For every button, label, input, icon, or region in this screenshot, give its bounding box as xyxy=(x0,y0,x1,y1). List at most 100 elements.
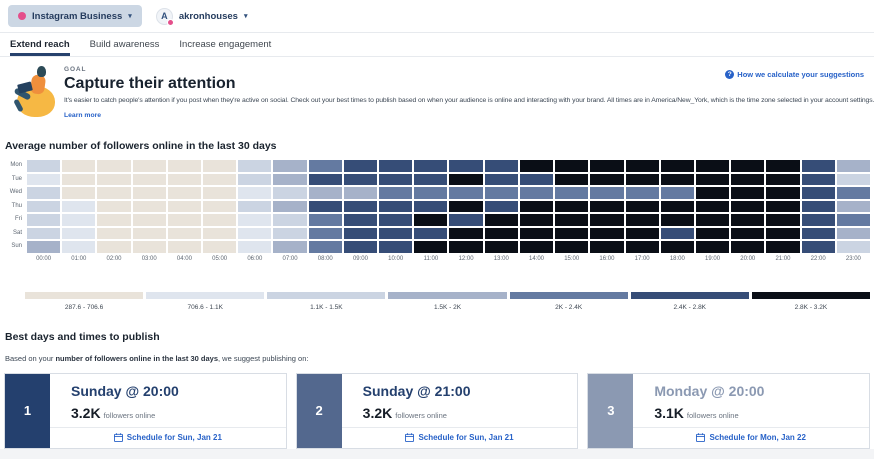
heatmap-cell[interactable] xyxy=(132,173,166,185)
heatmap-cell[interactable] xyxy=(167,173,202,185)
heatmap-cell[interactable] xyxy=(801,200,835,212)
heatmap-cell[interactable] xyxy=(449,173,483,185)
heatmap-cell[interactable] xyxy=(660,214,694,226)
heatmap-cell[interactable] xyxy=(167,214,202,226)
heatmap-cell[interactable] xyxy=(62,241,96,253)
heatmap-cell[interactable] xyxy=(766,160,800,172)
heatmap-cell[interactable] xyxy=(203,160,237,172)
heatmap-cell[interactable] xyxy=(555,200,589,212)
heatmap-cell[interactable] xyxy=(414,187,448,199)
heatmap-cell[interactable] xyxy=(731,227,765,239)
heatmap-cell[interactable] xyxy=(238,214,272,226)
heatmap-cell[interactable] xyxy=(238,160,272,172)
heatmap-cell[interactable] xyxy=(379,241,413,253)
heatmap-cell[interactable] xyxy=(203,214,237,226)
heatmap-cell[interactable] xyxy=(203,241,237,253)
heatmap-cell[interactable] xyxy=(484,214,518,226)
heatmap-cell[interactable] xyxy=(766,173,800,185)
heatmap-cell[interactable] xyxy=(167,160,202,172)
account-selector[interactable]: A akronhouses ▾ xyxy=(155,7,247,26)
heatmap-cell[interactable] xyxy=(27,160,61,172)
heatmap-cell[interactable] xyxy=(343,227,378,239)
heatmap-cell[interactable] xyxy=(660,187,694,199)
heatmap-cell[interactable] xyxy=(97,214,131,226)
heatmap-cell[interactable] xyxy=(519,187,554,199)
heatmap-cell[interactable] xyxy=(379,227,413,239)
heatmap-cell[interactable] xyxy=(555,241,589,253)
heatmap-cell[interactable] xyxy=(62,160,96,172)
heatmap-cell[interactable] xyxy=(801,227,835,239)
heatmap-cell[interactable] xyxy=(519,160,554,172)
heatmap-cell[interactable] xyxy=(97,200,131,212)
heatmap-cell[interactable] xyxy=(414,241,448,253)
heatmap-cell[interactable] xyxy=(308,187,342,199)
heatmap-cell[interactable] xyxy=(801,187,835,199)
heatmap-cell[interactable] xyxy=(308,227,342,239)
heatmap-cell[interactable] xyxy=(97,173,131,185)
heatmap-cell[interactable] xyxy=(731,200,765,212)
heatmap-cell[interactable] xyxy=(731,241,765,253)
heatmap-cell[interactable] xyxy=(132,241,166,253)
heatmap-cell[interactable] xyxy=(238,200,272,212)
heatmap-cell[interactable] xyxy=(836,173,870,185)
heatmap-cell[interactable] xyxy=(766,241,800,253)
heatmap-cell[interactable] xyxy=(308,200,342,212)
heatmap-cell[interactable] xyxy=(449,160,483,172)
heatmap-cell[interactable] xyxy=(766,214,800,226)
heatmap-cell[interactable] xyxy=(695,173,730,185)
heatmap-cell[interactable] xyxy=(414,160,448,172)
heatmap-cell[interactable] xyxy=(62,227,96,239)
heatmap-cell[interactable] xyxy=(519,241,554,253)
heatmap-cell[interactable] xyxy=(836,200,870,212)
heatmap-cell[interactable] xyxy=(273,227,307,239)
heatmap-cell[interactable] xyxy=(238,173,272,185)
heatmap-cell[interactable] xyxy=(379,214,413,226)
schedule-button[interactable]: Schedule for Sun, Jan 21 xyxy=(341,426,578,448)
heatmap-cell[interactable] xyxy=(590,173,624,185)
heatmap-cell[interactable] xyxy=(836,187,870,199)
heatmap-cell[interactable] xyxy=(836,160,870,172)
heatmap-cell[interactable] xyxy=(379,187,413,199)
schedule-button[interactable]: Schedule for Sun, Jan 21 xyxy=(50,426,286,448)
heatmap-cell[interactable] xyxy=(519,227,554,239)
heatmap-cell[interactable] xyxy=(695,187,730,199)
heatmap-cell[interactable] xyxy=(132,227,166,239)
heatmap-cell[interactable] xyxy=(379,173,413,185)
heatmap-cell[interactable] xyxy=(379,160,413,172)
heatmap-cell[interactable] xyxy=(695,160,730,172)
schedule-button[interactable]: Schedule for Mon, Jan 22 xyxy=(633,426,870,448)
heatmap-cell[interactable] xyxy=(695,241,730,253)
heatmap-cell[interactable] xyxy=(590,160,624,172)
heatmap-cell[interactable] xyxy=(62,173,96,185)
heatmap-cell[interactable] xyxy=(343,214,378,226)
heatmap-cell[interactable] xyxy=(555,173,589,185)
heatmap-cell[interactable] xyxy=(62,200,96,212)
heatmap-cell[interactable] xyxy=(273,160,307,172)
heatmap-cell[interactable] xyxy=(449,241,483,253)
heatmap-cell[interactable] xyxy=(414,214,448,226)
heatmap-cell[interactable] xyxy=(167,200,202,212)
heatmap-cell[interactable] xyxy=(801,214,835,226)
heatmap-cell[interactable] xyxy=(97,241,131,253)
heatmap-cell[interactable] xyxy=(590,200,624,212)
heatmap-cell[interactable] xyxy=(766,187,800,199)
heatmap-cell[interactable] xyxy=(731,173,765,185)
heatmap-cell[interactable] xyxy=(273,173,307,185)
heatmap-cell[interactable] xyxy=(731,160,765,172)
heatmap-cell[interactable] xyxy=(519,173,554,185)
heatmap-cell[interactable] xyxy=(555,187,589,199)
heatmap-cell[interactable] xyxy=(555,160,589,172)
heatmap-cell[interactable] xyxy=(132,200,166,212)
heatmap-cell[interactable] xyxy=(590,227,624,239)
how-we-calculate-link[interactable]: ? How we calculate your suggestions xyxy=(725,70,864,79)
heatmap-cell[interactable] xyxy=(132,160,166,172)
heatmap-cell[interactable] xyxy=(625,200,659,212)
heatmap-cell[interactable] xyxy=(308,160,342,172)
heatmap-cell[interactable] xyxy=(27,200,61,212)
heatmap-cell[interactable] xyxy=(132,214,166,226)
heatmap-cell[interactable] xyxy=(132,187,166,199)
heatmap-cell[interactable] xyxy=(343,160,378,172)
heatmap-cell[interactable] xyxy=(836,214,870,226)
heatmap-cell[interactable] xyxy=(449,200,483,212)
heatmap-cell[interactable] xyxy=(62,187,96,199)
